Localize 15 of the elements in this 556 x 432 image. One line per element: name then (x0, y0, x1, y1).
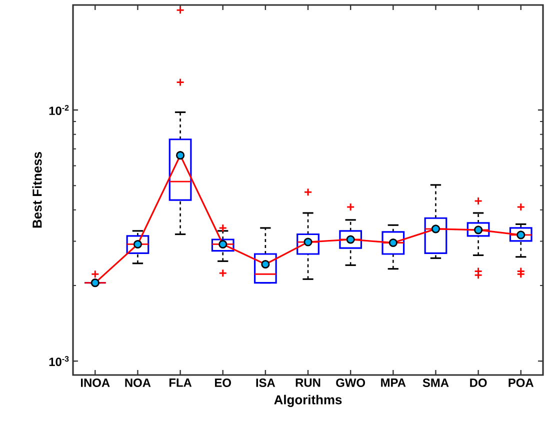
x-tick-label: MPA (381, 378, 406, 387)
x-tick-label: GWO (336, 378, 366, 387)
y-axis-title: Best Fitness (32, 152, 42, 228)
x-tick-label: POA (508, 378, 534, 387)
x-tick-label: RUN (296, 378, 320, 387)
x-tick-label: INOA (80, 378, 110, 387)
x-axis-title: Algorithms (274, 394, 342, 407)
x-tick-label: ISA (256, 378, 276, 387)
x-tick-label: EO (215, 378, 231, 387)
x-tick-label: SMA (422, 378, 449, 387)
x-tick-label: NOA (125, 378, 151, 387)
y-tick-label: 10$^{-3}$ (49, 356, 69, 366)
x-tick-label: FLA (169, 378, 192, 387)
y-tick-label: 10$^{-2}$ (49, 105, 69, 116)
x-tick-label: DO (470, 378, 487, 387)
